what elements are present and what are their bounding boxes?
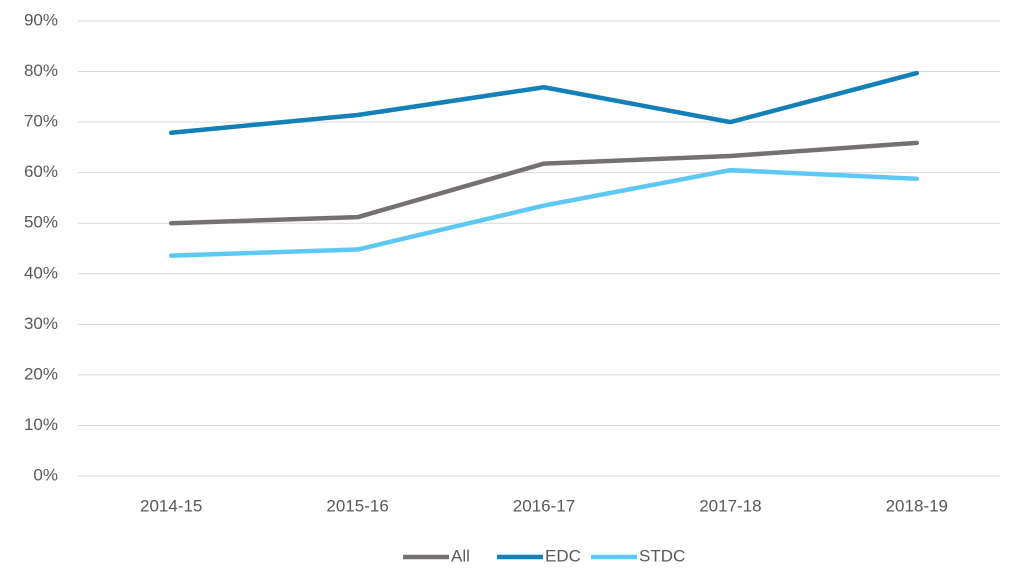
y-tick-label: 80%: [24, 61, 58, 80]
y-tick-label: 50%: [24, 213, 58, 232]
x-tick-label: 2016-17: [513, 496, 575, 515]
x-tick-label: 2014-15: [140, 496, 202, 515]
y-tick-label: 10%: [24, 415, 58, 434]
y-tick-label: 60%: [24, 162, 58, 181]
y-tick-label: 0%: [33, 465, 58, 484]
y-tick-label: 30%: [24, 314, 58, 333]
y-tick-label: 70%: [24, 112, 58, 131]
y-tick-label: 40%: [24, 263, 58, 282]
data-line: [168, 140, 920, 226]
legend-label: All: [451, 546, 470, 565]
y-tick-label: 90%: [24, 10, 58, 29]
y-tick-label: 20%: [24, 364, 58, 383]
x-tick-label: 2015-16: [326, 496, 388, 515]
data-line: [168, 70, 920, 135]
x-tick-label: 2017-18: [699, 496, 761, 515]
legend-label: STDC: [639, 546, 685, 565]
legend-label: EDC: [545, 546, 581, 565]
data-line: [168, 167, 920, 258]
x-tick-label: 2018-19: [886, 496, 948, 515]
